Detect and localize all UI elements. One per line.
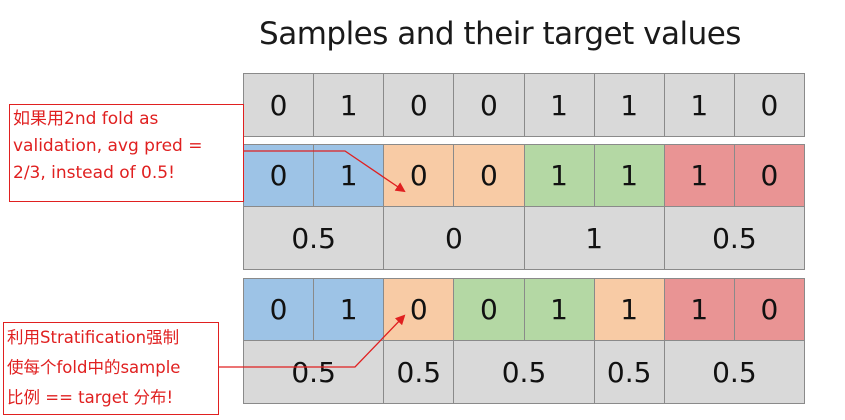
cell: 1 [523, 278, 595, 341]
cell: 1 [313, 144, 385, 207]
cell: 0.5 [383, 340, 455, 404]
cell: 0 [383, 73, 455, 137]
cell: 1 [523, 73, 595, 137]
cell: 1 [663, 278, 735, 341]
cell: 0 [733, 278, 805, 341]
cell: 0 [383, 278, 455, 341]
annotation-line: 使每个fold中的sample [7, 358, 181, 377]
cell: 0 [733, 144, 805, 207]
cell: 0.5 [243, 340, 385, 404]
cell: 0 [733, 73, 805, 137]
cell: 1 [593, 144, 665, 207]
unstratified-avg-row: 0.5 0 1 0.5 [243, 206, 805, 270]
cell: 0.5 [663, 340, 805, 404]
cell: 1 [523, 206, 665, 270]
annotation-line: 比例 == target 分布! [7, 388, 174, 407]
annotation-unstratified: 如果用2nd fold as validation, avg pred = 2/… [9, 104, 244, 202]
cell: 1 [593, 278, 665, 341]
annotation-line: 2/3, instead of 0.5! [13, 163, 175, 183]
cell: 1 [313, 278, 385, 341]
cell: 1 [313, 73, 385, 137]
cell: 0.5 [593, 340, 665, 404]
cell: 1 [663, 73, 735, 137]
cell: 0 [243, 144, 315, 207]
stratified-avg-row: 0.5 0.5 0.5 0.5 0.5 [243, 340, 805, 404]
cell: 1 [523, 144, 595, 207]
annotation-stratified: 利用Stratification强制 使每个fold中的sample 比例 ==… [3, 322, 219, 415]
cell: 1 [663, 144, 735, 207]
cell: 1 [593, 73, 665, 137]
cell: 0.5 [243, 206, 385, 270]
cell: 0 [453, 144, 525, 207]
annotation-line: 如果用2nd fold as [13, 109, 159, 129]
cell: 0.5 [663, 206, 805, 270]
cell: 0 [243, 73, 315, 137]
annotation-line: 利用Stratification强制 [7, 328, 180, 347]
cell: 0 [383, 144, 455, 207]
cell: 0 [453, 73, 525, 137]
cell: 0 [243, 278, 315, 341]
annotation-line: validation, avg pred = [13, 136, 203, 156]
diagram-title: Samples and their target values [259, 16, 741, 52]
cell: 0 [383, 206, 525, 270]
cell: 0 [453, 278, 525, 341]
cell: 0.5 [453, 340, 595, 404]
